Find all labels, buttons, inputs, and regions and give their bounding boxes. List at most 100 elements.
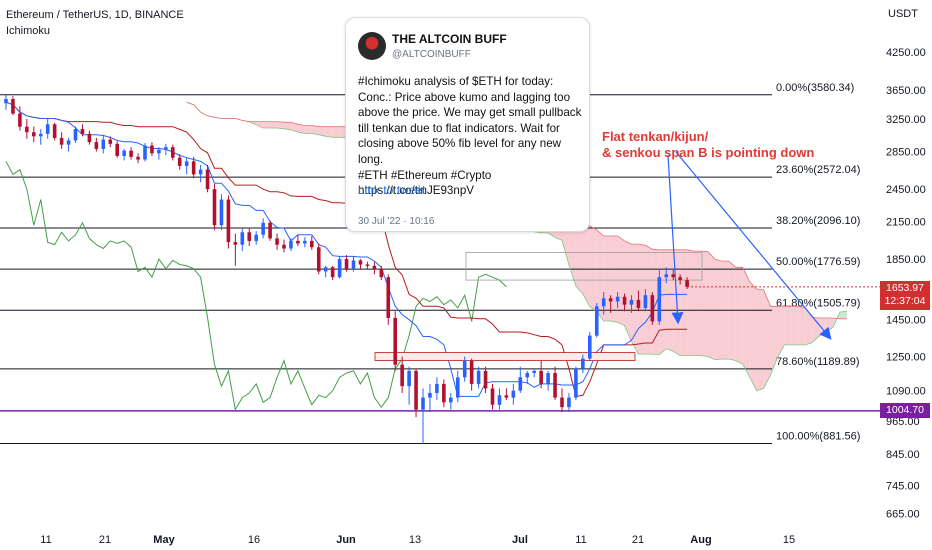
candle — [386, 274, 391, 325]
candle-body — [4, 99, 8, 104]
x-tick-label: Jul — [512, 534, 528, 546]
candle-body — [171, 147, 175, 158]
candle-body — [483, 370, 488, 389]
candle-body — [247, 232, 252, 241]
candle-body — [372, 265, 377, 269]
candle — [476, 366, 481, 389]
cloud-segment — [735, 267, 743, 365]
candle — [407, 366, 411, 405]
y-tick-label: 2850.00 — [886, 147, 926, 159]
candle — [560, 388, 564, 413]
cloud-segment — [339, 126, 347, 138]
currency-label: USDT — [888, 8, 918, 20]
candle-body — [303, 240, 307, 244]
countdown: 12:37:04 — [884, 295, 926, 307]
candle — [657, 268, 662, 325]
x-tick-label: Jun — [336, 534, 356, 546]
candle-body — [101, 139, 106, 149]
x-tick-label: Aug — [690, 534, 711, 546]
y-tick-label: 845.00 — [886, 449, 920, 461]
cloud-segment — [652, 249, 660, 355]
cloud-segment — [777, 306, 785, 358]
cloud-segment — [805, 307, 813, 345]
candle-body — [240, 232, 245, 245]
y-tick-label: 1090.00 — [886, 386, 926, 398]
x-tick-label: 11 — [40, 534, 51, 546]
y-tick-label: 3650.00 — [886, 85, 926, 97]
x-tick-label: 15 — [783, 534, 795, 546]
arrow-to-span-b — [675, 151, 832, 340]
candle — [532, 368, 536, 378]
candle — [226, 195, 231, 249]
candle — [365, 261, 370, 269]
candle-body — [365, 264, 370, 266]
candle — [296, 234, 300, 246]
candle — [177, 154, 182, 170]
cloud-segment — [617, 235, 625, 326]
candle-body — [330, 267, 335, 278]
x-tick-label: 21 — [99, 534, 111, 546]
candle-body — [66, 140, 71, 145]
candle-body — [601, 298, 606, 307]
y-tick-label: 1450.00 — [886, 315, 926, 327]
cloud-segment — [332, 126, 340, 138]
cloud-segment — [694, 251, 701, 356]
candle-body — [657, 277, 662, 322]
tweet-author: THE ALTCOIN BUFF — [392, 32, 507, 46]
candle — [52, 122, 57, 141]
candle — [442, 379, 446, 408]
candle — [233, 233, 238, 266]
x-tick-label: May — [153, 534, 175, 546]
candle-body — [268, 222, 272, 239]
candle-body — [636, 299, 641, 308]
cloud-segment — [770, 306, 778, 376]
candle-body — [525, 373, 530, 378]
candle-body — [629, 299, 634, 305]
candle-body — [94, 142, 99, 149]
candle — [323, 265, 328, 278]
candle — [25, 118, 29, 139]
candle — [372, 261, 377, 275]
indicator-label[interactable]: Ichimoku — [6, 25, 51, 37]
x-tick-label: 13 — [409, 534, 421, 546]
candle — [303, 237, 307, 248]
candle — [588, 331, 592, 361]
candle — [219, 194, 224, 230]
candle-body — [289, 240, 293, 249]
candle — [490, 383, 495, 410]
candle — [636, 290, 641, 312]
candle — [594, 303, 599, 338]
cloud-segment — [582, 219, 590, 307]
candle — [143, 142, 147, 162]
candle-body — [143, 145, 147, 160]
candle — [289, 238, 293, 252]
candle — [32, 126, 36, 143]
candle-body — [164, 147, 168, 150]
cloud-segment — [610, 235, 618, 323]
candle — [247, 227, 252, 246]
candle-body — [157, 149, 161, 154]
y-tick-label: 3250.00 — [886, 114, 926, 126]
candle-body — [435, 383, 439, 393]
tweet-card: THE ALTCOIN BUFF @ALTCOINBUFF #Ichimoku … — [345, 17, 590, 232]
cloud-segment — [784, 306, 792, 345]
last-price: 1653.97 — [886, 282, 924, 294]
candle — [184, 157, 189, 175]
fib-label: 100.00%(881.56) — [776, 430, 860, 442]
candle — [435, 377, 439, 400]
candle — [59, 132, 64, 149]
candle — [254, 231, 258, 245]
candle-body — [393, 317, 397, 365]
cloud-segment — [263, 121, 271, 129]
cloud-segment — [603, 235, 611, 321]
candle-body — [685, 280, 689, 287]
link-to-tweet[interactable]: Link to tweet — [358, 183, 426, 197]
candle — [518, 366, 523, 393]
candle — [421, 388, 425, 444]
candle — [504, 388, 509, 400]
candle-body — [581, 358, 585, 369]
candle-body — [546, 373, 550, 384]
candle — [455, 370, 460, 403]
candle-body — [414, 370, 418, 410]
candle-body — [73, 129, 78, 141]
